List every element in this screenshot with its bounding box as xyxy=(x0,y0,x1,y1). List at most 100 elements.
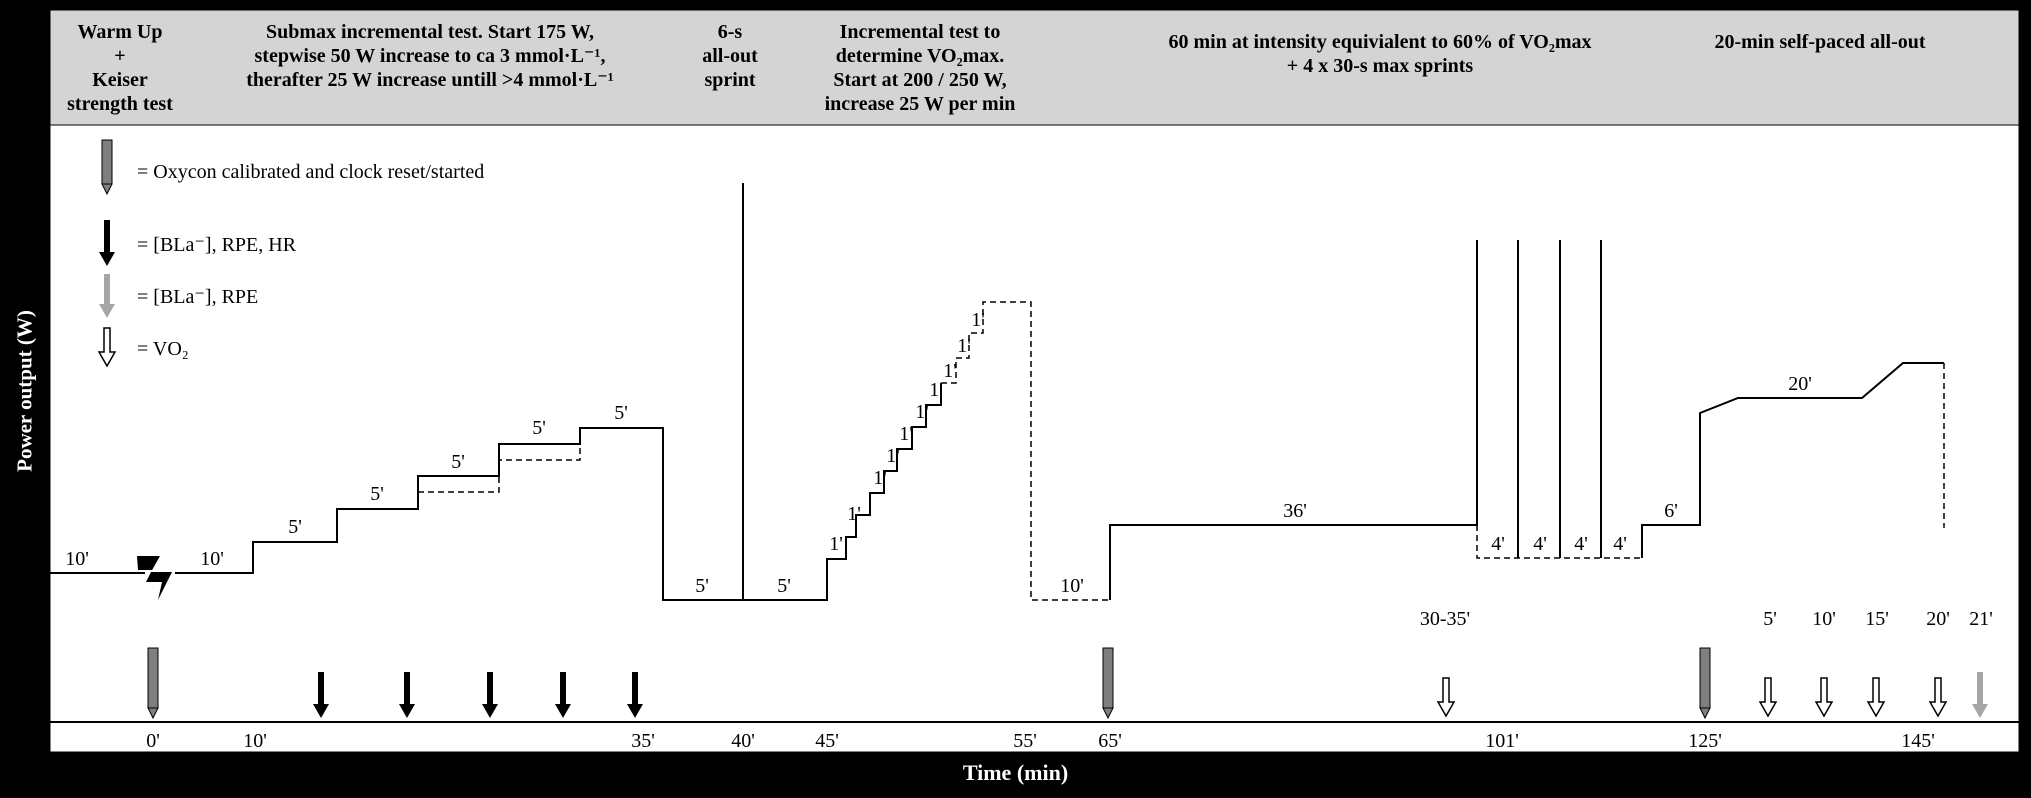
grey-arrow-icon xyxy=(99,274,115,318)
time-tick: 40' xyxy=(731,730,755,752)
phase-sprint-line: sprint xyxy=(704,69,756,91)
segment-label: 5' xyxy=(370,483,384,505)
oxycon-marker-icon xyxy=(101,139,113,196)
x-axis-label: Time (min) xyxy=(962,760,1069,785)
sample-labels: 30-35' 5' 10' 15' 20' 21' xyxy=(1420,608,1993,630)
phase-incremental-line: determine VO₂max. xyxy=(835,45,1005,67)
sample-label: 21' xyxy=(1969,608,1993,630)
segment-label: 20' xyxy=(1788,373,1812,395)
sample-label: 15' xyxy=(1865,608,1889,630)
segment-label: 1' xyxy=(873,467,887,489)
open-arrow-icon xyxy=(1928,677,1948,718)
segment-label: 5' xyxy=(451,451,465,473)
segment-label: 1' xyxy=(829,533,843,555)
segment-label: 5' xyxy=(777,575,791,597)
segment-label: 1' xyxy=(943,360,957,382)
sample-label: 5' xyxy=(1763,608,1777,630)
vo2max-dashed xyxy=(941,301,1110,601)
segment-label: 1' xyxy=(899,423,913,445)
sample-label: 20' xyxy=(1926,608,1950,630)
phase-selfpaced: 20-min self-paced all-out xyxy=(1670,30,1970,54)
y-axis-bar xyxy=(0,10,50,752)
time-tick: 35' xyxy=(631,730,655,752)
phase-warmup-line: + xyxy=(114,45,126,67)
phase-sixty: 60 min at intensity equivialent to 60% o… xyxy=(1100,30,1660,78)
recovery-dashed xyxy=(1476,525,1642,559)
legend-oxycon-label: = Oxycon calibrated and clock reset/star… xyxy=(137,161,484,183)
phase-incremental-line: increase 25 W per min xyxy=(824,93,1016,115)
oxycon-marker-icon xyxy=(147,647,159,720)
time-tick: 125' xyxy=(1688,730,1722,752)
time-tick: 65' xyxy=(1098,730,1122,752)
phase-sprint: 6-s all-out sprint xyxy=(680,20,780,92)
segment-label: 10' xyxy=(200,548,224,570)
x-axis-bar xyxy=(0,752,2031,798)
segment-label: 5' xyxy=(695,575,709,597)
phase-incremental-line: Incremental test to xyxy=(839,21,1001,43)
segment-label: 4' xyxy=(1574,533,1588,555)
segment-label: 1' xyxy=(915,401,929,423)
black-arrow-icon xyxy=(99,220,115,266)
plot-border xyxy=(49,9,2020,753)
black-arrow-icon xyxy=(313,672,329,718)
phase-warmup-line: Keiser xyxy=(92,69,148,91)
oxycon-marker-icon xyxy=(1699,647,1711,720)
phase-sixty-line: 60 min at intensity equivialent to 60% o… xyxy=(1168,31,1592,53)
phase-sixty-line: + 4 x 30-s max sprints xyxy=(1286,55,1474,77)
sample-label: 30-35' xyxy=(1420,608,1470,630)
legend-bla-rpe-hr-label: = [BLa⁻], RPE, HR xyxy=(137,234,297,256)
open-arrow-icon xyxy=(1758,677,1778,718)
phase-selfpaced-line: 20-min self-paced all-out xyxy=(1714,31,1926,53)
segment-label: 1' xyxy=(886,445,900,467)
time-tick: 145' xyxy=(1901,730,1935,752)
phase-submax-line: Submax incremental test. Start 175 W, xyxy=(266,21,594,43)
phase-sprint-line: 6-s xyxy=(717,21,743,43)
segment-label: 5' xyxy=(288,516,302,538)
segment-label: 1' xyxy=(847,503,861,525)
sixty-min-line xyxy=(1109,240,1478,600)
phase-warmup: Warm Up + Keiser strength test xyxy=(50,20,190,116)
phase-submax-line: therafter 25 W increase untill >4 mmol·L… xyxy=(246,69,614,91)
power-trace xyxy=(50,183,1945,601)
time-tick: 0' xyxy=(146,730,160,752)
markers xyxy=(147,647,1988,720)
phase-incremental-line: Start at 200 / 250 W, xyxy=(833,69,1007,91)
black-arrow-icon xyxy=(399,672,415,718)
grey-arrow-icon xyxy=(1972,672,1988,718)
oxycon-marker-icon xyxy=(1102,647,1114,720)
segment-labels: 10' 10' 5' 5' 5' 5' 5' 5' 5' 1' 1' 1' 1'… xyxy=(65,309,1812,597)
time-tick: 45' xyxy=(815,730,839,752)
legend-vo2-label: = VO₂ xyxy=(137,338,189,360)
alt-steps-dashed xyxy=(418,428,581,493)
segment-label: 5' xyxy=(614,402,628,424)
open-arrow-icon xyxy=(1436,677,1456,718)
segment-label: 6' xyxy=(1664,500,1678,522)
selfpaced-line xyxy=(1641,362,1944,558)
main-power-line xyxy=(175,383,942,601)
phase-incremental: Incremental test to determine VO₂max. St… xyxy=(800,20,1040,116)
black-arrow-icon xyxy=(627,672,643,718)
phase-warmup-line: Warm Up xyxy=(77,21,163,43)
open-arrow-icon xyxy=(1814,677,1834,718)
time-tick: 10' xyxy=(243,730,267,752)
phase-sprint-line: all-out xyxy=(702,45,758,67)
segment-label: 5' xyxy=(532,417,546,439)
time-tick: 55' xyxy=(1013,730,1037,752)
segment-label: 4' xyxy=(1613,533,1627,555)
segment-label: 4' xyxy=(1533,533,1547,555)
phase-header: Warm Up + Keiser strength test Submax in… xyxy=(50,10,2019,125)
open-arrow-icon xyxy=(1866,677,1886,718)
open-arrow-icon xyxy=(97,327,117,368)
segment-label: 10' xyxy=(65,548,89,570)
segment-label: 1' xyxy=(957,335,971,357)
segment-label: 10' xyxy=(1060,575,1084,597)
segment-label: 1' xyxy=(929,379,943,401)
time-tick: 101' xyxy=(1485,730,1519,752)
legend-bla-rpe-label: = [BLa⁻], RPE xyxy=(137,286,258,308)
segment-label: 36' xyxy=(1283,500,1307,522)
phase-submax-line: stepwise 50 W increase to ca 3 mmol·L⁻¹, xyxy=(254,45,606,67)
black-arrow-icon xyxy=(555,672,571,718)
time-ticks: 0' 10' 35' 40' 45' 55' 65' 101' 125' 145… xyxy=(146,730,1935,752)
phase-warmup-line: strength test xyxy=(67,93,173,115)
